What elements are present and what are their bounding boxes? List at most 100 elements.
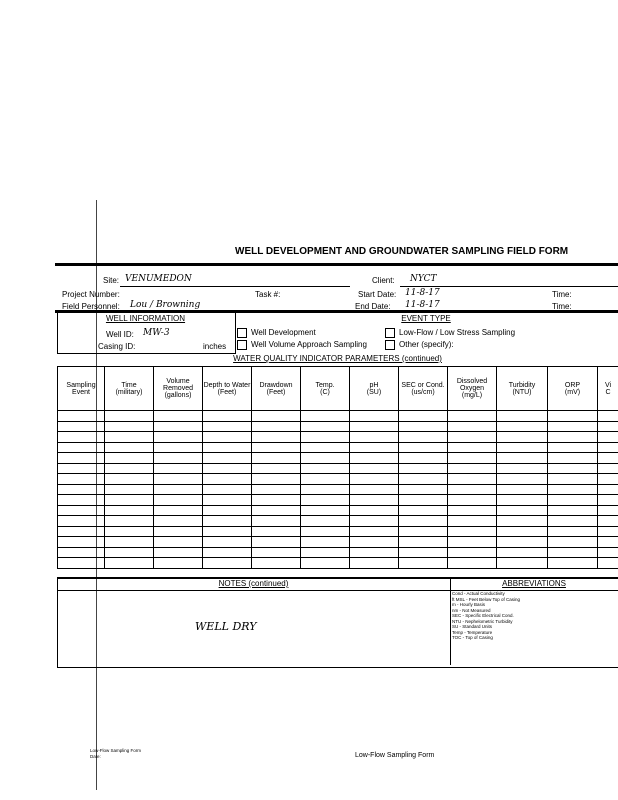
- cell: [597, 525, 618, 537]
- cell: [398, 557, 448, 569]
- data-row: [57, 536, 618, 548]
- label: Client:: [372, 276, 395, 285]
- header-text: Temp.: [315, 381, 335, 389]
- cell: [153, 515, 203, 527]
- cell: [597, 431, 618, 443]
- cell: [349, 452, 399, 464]
- cell: [398, 536, 448, 548]
- label: Start Date:: [358, 290, 397, 299]
- cell: [447, 441, 497, 453]
- cell: [349, 504, 399, 516]
- cell: [349, 557, 399, 569]
- cell: [547, 441, 598, 453]
- abbreviation: ft MSL - Feet Below Top of Casing: [452, 596, 521, 602]
- cell: [251, 504, 301, 516]
- cell: [398, 431, 448, 443]
- cell: [597, 452, 618, 464]
- cell: [57, 483, 105, 495]
- cell: [153, 420, 203, 432]
- data-row: [57, 557, 618, 569]
- cell: [496, 504, 548, 516]
- cell: [300, 546, 350, 558]
- cell: [57, 473, 105, 485]
- option: Low-Flow / Low Stress Sampling: [385, 328, 515, 338]
- data-row: [57, 515, 618, 527]
- cell: [547, 557, 598, 569]
- column-header: Temp. (C): [300, 366, 350, 411]
- cell: [496, 483, 548, 495]
- cell: [447, 452, 497, 464]
- cell: [349, 546, 399, 558]
- header-text: Drawdown: [259, 381, 293, 389]
- cell: [202, 441, 252, 453]
- section-header: EVENT TYPE: [401, 314, 451, 323]
- value: 11-8-17: [405, 288, 440, 298]
- cell: [104, 420, 154, 432]
- cell: [153, 536, 203, 548]
- cell: [104, 525, 154, 537]
- cell: [57, 420, 105, 432]
- cell: [202, 410, 252, 422]
- cell: [496, 546, 548, 558]
- cell: [57, 515, 105, 527]
- cell: [597, 483, 618, 495]
- header-text: Dissolved Oxygen: [456, 378, 488, 392]
- cell: [496, 462, 548, 474]
- cell: [251, 431, 301, 443]
- header-text: (military): [115, 388, 143, 396]
- cell: [349, 441, 399, 453]
- header-text: Turbidity: [508, 381, 536, 389]
- cell: [496, 515, 548, 527]
- cell: [349, 473, 399, 485]
- data-row: [57, 452, 618, 464]
- cell: [398, 494, 448, 506]
- header-text: (mg/L): [461, 392, 483, 399]
- column-header: Turbidity (NTU): [496, 366, 548, 411]
- data-row: [57, 546, 618, 558]
- column-header: Depth to Water (Feet): [202, 366, 252, 411]
- cell: [202, 504, 252, 516]
- cell: [496, 536, 548, 548]
- cell: [202, 420, 252, 432]
- header-text: (us/cm): [411, 388, 435, 396]
- cell: [104, 504, 154, 516]
- cell: [300, 525, 350, 537]
- section-header: WELL INFORMATION: [105, 314, 186, 323]
- header-row: Sampling Event Time (military) Volume Remove…: [57, 366, 618, 411]
- column-header: Dissolved Oxygen (mg/L): [447, 366, 497, 411]
- cell: [349, 420, 399, 432]
- value: VENUMEDON: [125, 274, 192, 284]
- cell: [202, 546, 252, 558]
- cell: [398, 462, 448, 474]
- cell: [57, 557, 105, 569]
- column-header: Time (military): [104, 366, 154, 411]
- cell: [202, 452, 252, 464]
- cell: [300, 515, 350, 527]
- cell: [57, 504, 105, 516]
- cell: [398, 546, 448, 558]
- cell: [398, 410, 448, 422]
- cell: [104, 483, 154, 495]
- cell: [349, 462, 399, 474]
- data-row: [57, 494, 618, 506]
- cell: [153, 525, 203, 537]
- cell: [300, 483, 350, 495]
- column-header: Drawdown (Feet): [251, 366, 301, 411]
- option: Well Volume Approach Sampling: [237, 340, 367, 350]
- cell: [202, 536, 252, 548]
- cell: [447, 431, 497, 443]
- cell: [104, 462, 154, 474]
- cell: [547, 546, 598, 558]
- abbreviation-list: Cond - Actual Conductivity ft MSL - Feet …: [452, 591, 618, 641]
- cell: [57, 431, 105, 443]
- cell: [104, 441, 154, 453]
- header-text: (mV): [564, 388, 581, 396]
- data-row: [57, 410, 618, 422]
- section-header: ABBREVIATIONS: [502, 579, 566, 588]
- title: WELL DEVELOPMENT AND GROUNDWATER SAMPLIN…: [235, 246, 569, 257]
- header-text: Event: [72, 388, 90, 396]
- rule: [450, 577, 451, 665]
- header-text: Depth to Water: [203, 381, 251, 389]
- option: Well Development: [237, 328, 316, 338]
- cell: [447, 515, 497, 527]
